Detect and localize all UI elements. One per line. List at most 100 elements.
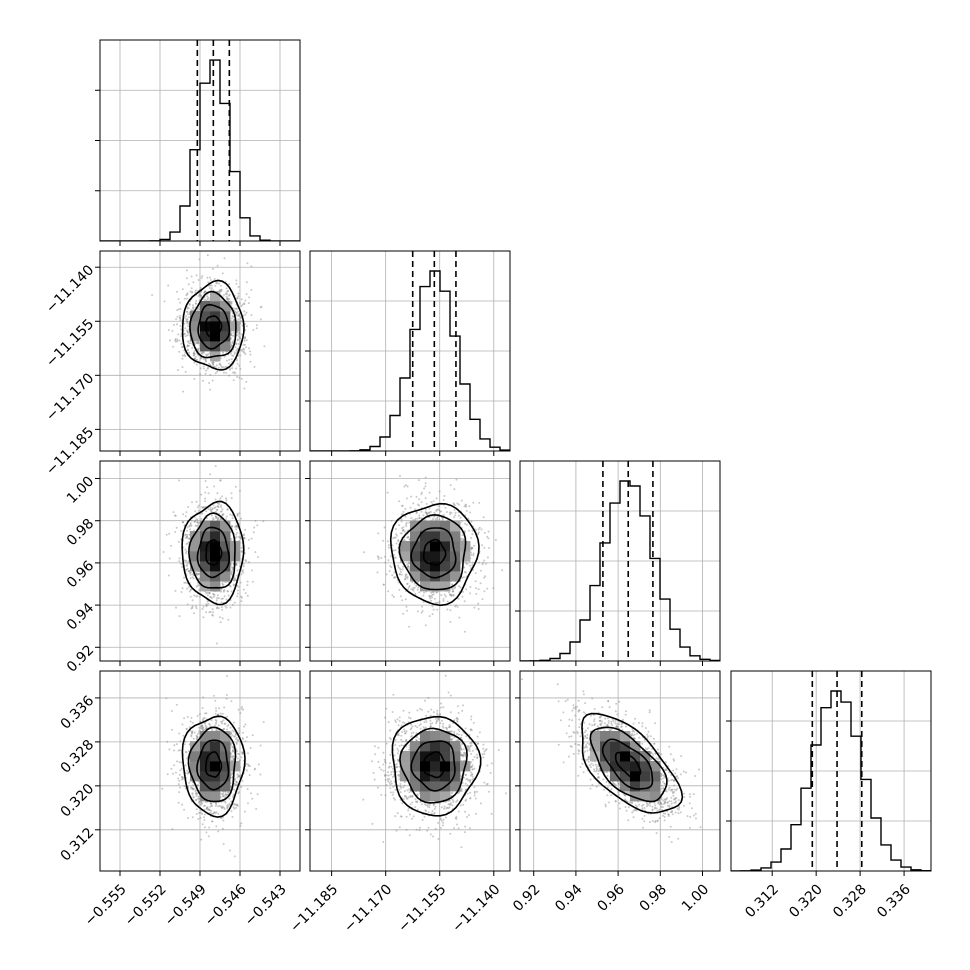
scatter-point	[174, 589, 177, 592]
scatter-point	[452, 594, 455, 597]
scatter-point	[193, 594, 196, 597]
scatter-point	[235, 279, 238, 282]
scatter-point	[405, 521, 408, 524]
scatter-point	[217, 516, 220, 519]
scatter-point	[453, 488, 456, 491]
density-cell	[430, 581, 441, 592]
scatter-point	[241, 737, 244, 739]
scatter-point	[471, 547, 474, 550]
scatter-point	[177, 333, 180, 336]
scatter-point	[162, 551, 165, 553]
scatter-point	[420, 510, 423, 513]
scatter-point	[243, 302, 246, 305]
scatter-point	[197, 524, 199, 527]
density-cell	[440, 561, 451, 572]
scatter-point	[208, 276, 211, 279]
scatter-point	[211, 613, 214, 616]
density-cell	[190, 541, 201, 552]
scatter-point	[195, 274, 198, 277]
scatter-point	[175, 526, 178, 529]
density-cell	[210, 561, 221, 572]
scatter-point	[184, 533, 187, 536]
scatter-point	[425, 502, 428, 505]
scatter-point	[463, 505, 466, 508]
scatter-point	[225, 598, 228, 601]
scatter-point	[212, 363, 214, 366]
y-tick-label: −11.170	[43, 370, 97, 424]
scatter-point	[407, 536, 410, 539]
scatter-point	[178, 350, 181, 353]
scatter-point	[198, 258, 201, 261]
scatter-point	[243, 537, 246, 540]
scatter-point	[203, 506, 206, 509]
scatter-point	[431, 519, 434, 521]
scatter-point	[183, 322, 186, 325]
scatter-point	[472, 554, 475, 557]
scatter-point	[432, 517, 435, 520]
scatter-point	[181, 566, 183, 568]
scatter-point	[414, 592, 417, 595]
scatter-point	[201, 352, 203, 355]
scatter-point	[188, 571, 191, 574]
density-cell	[410, 571, 421, 582]
scatter-point	[181, 345, 184, 348]
scatter-point	[197, 307, 200, 310]
scatter-point	[406, 536, 409, 539]
scatter-point	[470, 520, 473, 523]
scatter-point	[187, 340, 190, 343]
scatter-point	[195, 500, 198, 503]
scatter-point	[192, 354, 195, 357]
scatter-point	[234, 372, 237, 375]
density-cell	[430, 551, 441, 562]
scatter-point	[459, 586, 462, 589]
scatter-point	[178, 560, 181, 563]
scatter-point	[428, 595, 431, 598]
scatter-point	[216, 492, 219, 495]
scatter-point	[424, 476, 427, 479]
scatter-point	[415, 511, 418, 514]
scatter-point	[222, 806, 225, 809]
scatter-point	[475, 592, 478, 595]
scatter-point	[215, 709, 218, 712]
scatter-point	[178, 339, 181, 342]
scatter-point	[231, 342, 234, 345]
scatter-point	[187, 570, 190, 573]
scatter-point	[208, 287, 211, 289]
scatter-point	[227, 618, 230, 621]
scatter-point	[218, 616, 221, 619]
scatter-point	[241, 752, 244, 755]
scatter-point	[187, 537, 190, 540]
scatter-point	[168, 557, 171, 560]
scatter-point	[184, 515, 187, 518]
scatter-point	[215, 599, 218, 602]
scatter-point	[188, 524, 191, 527]
scatter-point	[194, 605, 197, 608]
scatter-point	[473, 606, 476, 609]
scatter-point	[187, 560, 190, 563]
density-cell	[190, 531, 201, 542]
scatter-point	[186, 318, 189, 321]
scatter-point	[195, 518, 198, 521]
scatter-point	[424, 511, 427, 514]
scatter-point	[238, 512, 241, 515]
scatter-point	[230, 537, 233, 540]
scatter-point	[222, 513, 225, 516]
scatter-point	[477, 608, 480, 610]
scatter-point	[196, 736, 199, 738]
scatter-point	[198, 589, 201, 592]
scatter-point	[206, 600, 209, 603]
scatter-point	[403, 485, 406, 488]
scatter-point	[403, 578, 406, 581]
scatter-point	[220, 288, 223, 291]
scatter-point	[233, 778, 236, 781]
scatter-point	[230, 572, 233, 575]
scatter-point	[228, 293, 231, 296]
scatter-point	[194, 291, 197, 294]
scatter-point	[431, 613, 434, 616]
scatter-point	[185, 269, 188, 272]
scatter-point	[393, 576, 396, 579]
scatter-point	[451, 590, 454, 593]
scatter-point	[227, 289, 230, 292]
scatter-point	[248, 561, 251, 564]
scatter-point	[449, 513, 452, 516]
